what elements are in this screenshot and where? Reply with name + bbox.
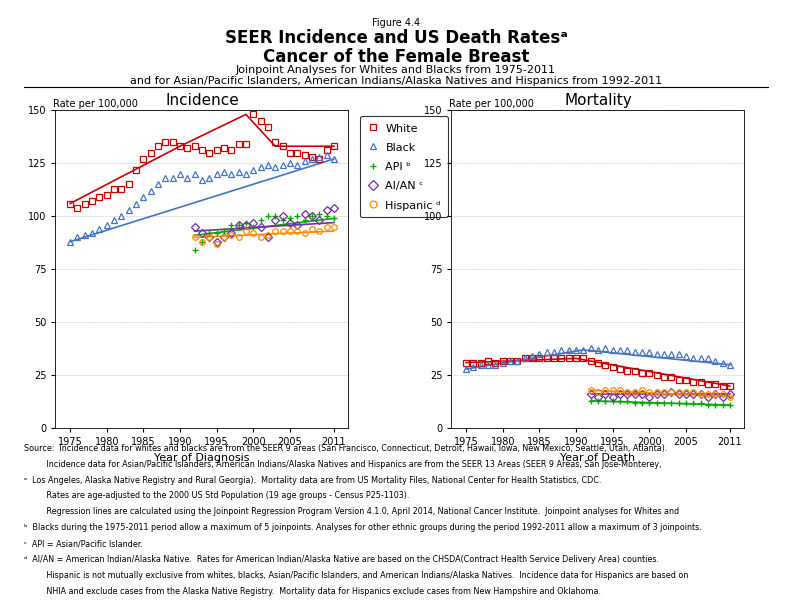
Text: Regression lines are calculated using the Joinpoint Regression Program Version 4: Regression lines are calculated using th… (24, 507, 679, 517)
Text: ᵃ  Los Angeles, Alaska Native Registry and Rural Georgia).  Mortality data are f: ᵃ Los Angeles, Alaska Native Registry an… (24, 476, 601, 485)
Text: ᶜ  API = Asian/Pacific Islander.: ᶜ API = Asian/Pacific Islander. (24, 539, 143, 548)
Title: Incidence: Incidence (165, 92, 239, 108)
Text: ᵈ  AI/AN = American Indian/Alaska Native.  Rates for American Indian/Alaska Nati: ᵈ AI/AN = American Indian/Alaska Native.… (24, 555, 659, 564)
Text: Hispanic is not mutually exclusive from whites, blacks, Asian/Pacific Islanders,: Hispanic is not mutually exclusive from … (24, 571, 688, 580)
Title: Mortality: Mortality (564, 92, 632, 108)
Text: Cancer of the Female Breast: Cancer of the Female Breast (263, 48, 529, 65)
X-axis label: Year of Diagnosis: Year of Diagnosis (154, 453, 249, 463)
Text: Rates are age-adjusted to the 2000 US Std Population (19 age groups - Census P25: Rates are age-adjusted to the 2000 US St… (24, 491, 409, 501)
Text: Rate per 100,000: Rate per 100,000 (448, 99, 533, 108)
Text: ᵇ  Blacks during the 1975-2011 period allow a maximum of 5 joinpoints. Analyses : ᵇ Blacks during the 1975-2011 period all… (24, 523, 702, 532)
Text: and for Asian/Pacific Islanders, American Indians/Alaska Natives and Hispanics f: and for Asian/Pacific Islanders, America… (130, 76, 662, 86)
Text: Figure 4.4: Figure 4.4 (372, 18, 420, 28)
Text: Incidence data for Asian/Pacific Islanders, American Indians/Alaska Natives and : Incidence data for Asian/Pacific Islande… (24, 460, 661, 469)
Text: SEER Incidence and US Death Ratesᵃ: SEER Incidence and US Death Ratesᵃ (225, 29, 567, 47)
Legend: White, Black, API ᵇ, AI/AN ᶜ, Hispanic ᵈ: White, Black, API ᵇ, AI/AN ᶜ, Hispanic ᵈ (360, 116, 447, 217)
Text: Joinpoint Analyses for Whites and Blacks from 1975-2011: Joinpoint Analyses for Whites and Blacks… (236, 65, 556, 75)
X-axis label: Year of Death: Year of Death (561, 453, 635, 463)
Text: Source:  Incidence data for whites and blacks are from the SEER 9 areas (San Fra: Source: Incidence data for whites and bl… (24, 444, 667, 453)
Text: Rate per 100,000: Rate per 100,000 (52, 99, 137, 108)
Text: NHIA and exclude cases from the Alaska Native Registry.  Mortality data for Hisp: NHIA and exclude cases from the Alaska N… (24, 587, 601, 596)
